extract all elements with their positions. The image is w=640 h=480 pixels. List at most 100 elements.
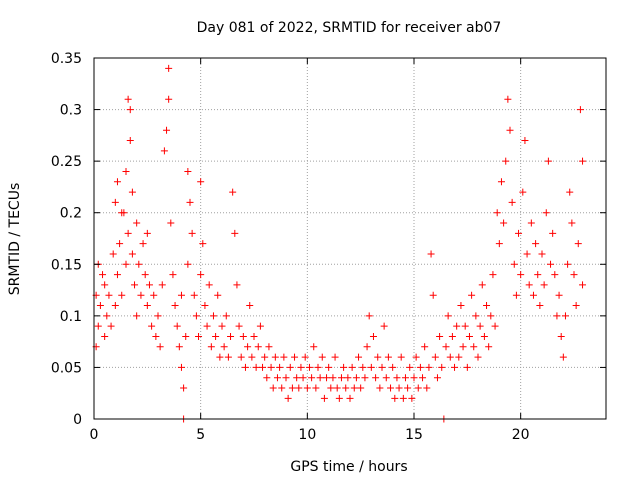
data-point	[419, 374, 427, 382]
data-point	[126, 137, 134, 145]
y-axis-label: SRMTID / TECUs	[7, 183, 23, 296]
data-point	[156, 343, 164, 351]
data-point	[133, 312, 141, 320]
data-point	[433, 374, 441, 382]
data-point	[465, 332, 473, 340]
data-point	[512, 291, 520, 299]
data-point	[547, 260, 555, 268]
data-point	[380, 322, 388, 330]
data-point	[423, 384, 431, 392]
y-tick-label: 0.15	[51, 257, 82, 273]
data-point	[470, 343, 478, 351]
y-tick-label: 0	[73, 412, 82, 428]
data-point	[231, 229, 239, 237]
data-point	[265, 343, 273, 351]
x-axis-ticks: 0 5 10 15 20	[90, 58, 530, 443]
data-point	[113, 178, 121, 186]
data-point	[348, 363, 356, 371]
data-point	[378, 363, 386, 371]
data-point	[94, 322, 102, 330]
data-point	[468, 291, 476, 299]
data-point	[540, 281, 548, 289]
data-point	[111, 198, 119, 206]
data-point	[141, 271, 149, 279]
data-point	[280, 353, 288, 361]
data-point	[143, 229, 151, 237]
data-point	[389, 363, 397, 371]
data-point	[561, 312, 569, 320]
data-point	[267, 363, 275, 371]
data-point	[551, 271, 559, 279]
data-point	[188, 229, 196, 237]
data-point	[363, 343, 371, 351]
data-point	[329, 374, 337, 382]
data-point	[192, 312, 200, 320]
data-point	[160, 147, 168, 155]
data-point	[397, 353, 405, 361]
x-tick-label: 5	[196, 427, 205, 443]
data-point	[126, 106, 134, 114]
data-point	[431, 353, 439, 361]
data-point	[212, 332, 220, 340]
data-point	[124, 229, 132, 237]
data-point	[414, 384, 422, 392]
data-point	[111, 302, 119, 310]
data-point	[357, 384, 365, 392]
data-point	[229, 188, 237, 196]
data-point	[177, 291, 185, 299]
data-point	[502, 157, 510, 165]
data-point	[99, 271, 107, 279]
data-point	[261, 353, 269, 361]
data-point	[549, 229, 557, 237]
data-point	[451, 363, 459, 371]
data-point	[154, 312, 162, 320]
data-point	[344, 374, 352, 382]
data-point	[107, 322, 115, 330]
data-point	[314, 363, 322, 371]
data-point	[340, 363, 348, 371]
data-point	[544, 157, 552, 165]
data-point	[205, 281, 213, 289]
data-point	[139, 240, 147, 248]
data-point	[384, 353, 392, 361]
data-point	[248, 353, 256, 361]
data-point	[438, 363, 446, 371]
data-point	[527, 219, 535, 227]
data-point	[218, 322, 226, 330]
data-point	[120, 209, 128, 217]
x-axis-label: GPS time / hours	[290, 459, 407, 475]
y-axis-ticks: 0 0.05 0.1 0.15 0.2 0.25 0.3 0.35	[51, 51, 606, 428]
data-point	[350, 384, 358, 392]
data-point	[355, 353, 363, 361]
data-point	[566, 188, 574, 196]
data-point	[570, 271, 578, 279]
data-point	[412, 353, 420, 361]
y-tick-label: 0.35	[51, 51, 82, 67]
data-point	[361, 374, 369, 382]
data-point	[534, 271, 542, 279]
data-point	[175, 343, 183, 351]
data-point	[259, 363, 267, 371]
data-point	[299, 374, 307, 382]
data-point	[276, 363, 284, 371]
data-point	[408, 394, 416, 402]
data-point	[374, 353, 382, 361]
data-point	[165, 95, 173, 103]
data-point	[515, 229, 523, 237]
data-point	[186, 198, 194, 206]
data-point	[491, 322, 499, 330]
data-point	[303, 384, 311, 392]
data-point	[525, 281, 533, 289]
data-point	[177, 363, 185, 371]
data-point	[442, 343, 450, 351]
data-point	[182, 332, 190, 340]
data-point	[429, 291, 437, 299]
data-point	[241, 363, 249, 371]
data-point	[173, 322, 181, 330]
data-point	[387, 384, 395, 392]
data-point	[101, 281, 109, 289]
data-point	[137, 291, 145, 299]
data-point	[557, 332, 565, 340]
data-point	[568, 219, 576, 227]
